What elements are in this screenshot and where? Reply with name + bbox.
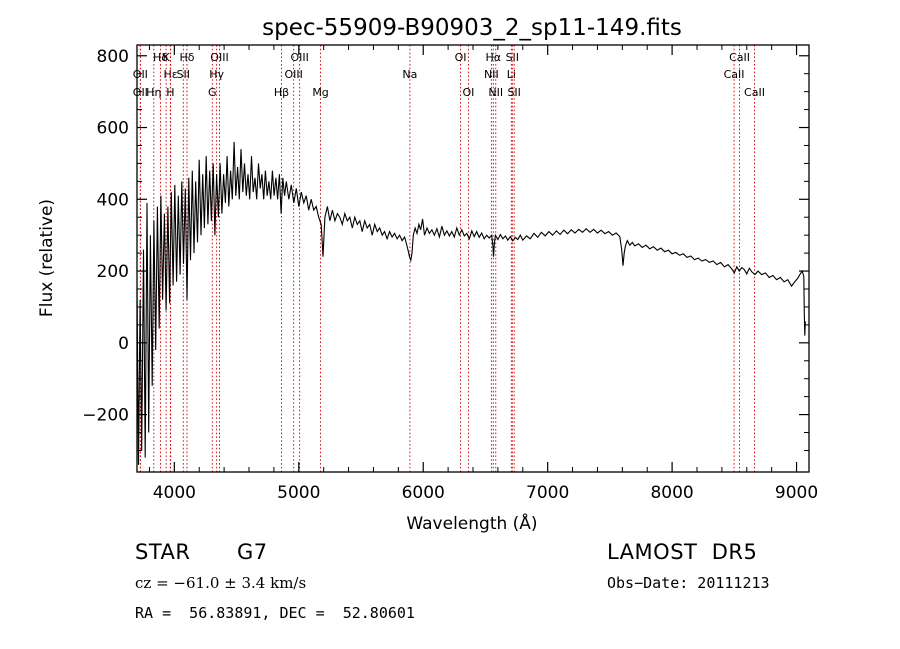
object-class: STAR: [135, 540, 191, 564]
marker-label: NII: [488, 86, 503, 99]
y-tick-label: 0: [118, 334, 129, 354]
y-tick-label: −200: [82, 406, 129, 426]
coordinates: RA = 56.83891, DEC = 52.80601: [135, 604, 415, 622]
marker-label: SII: [507, 86, 520, 99]
y-tick-label: 600: [97, 119, 129, 139]
marker-label: Hδ: [153, 51, 168, 64]
x-tick-label: 4000: [153, 483, 196, 503]
y-axis-label: Flux (relative): [37, 199, 57, 317]
radial-velocity: cz = −61.0 ± 3.4 km/s: [135, 574, 307, 592]
observation-date: Obs−Date: 20111213: [607, 574, 770, 592]
marker-label: NII: [484, 68, 499, 81]
marker-label: OIII: [290, 51, 308, 64]
marker-label: CaII: [744, 86, 765, 99]
marker-label: Na: [402, 68, 417, 81]
marker-label: SII: [177, 68, 190, 81]
spectrum-line: [136, 141, 806, 465]
marker-label: OI: [462, 86, 474, 99]
plot-frame: [136, 44, 810, 473]
marker-label: Hα: [486, 51, 502, 64]
y-tick-label: 200: [97, 262, 129, 282]
x-tick-label: 5000: [277, 483, 320, 503]
marker-label: OI: [455, 51, 467, 64]
marker-label: Li: [507, 68, 516, 81]
x-tick-label: 8000: [650, 483, 693, 503]
y-axis: −200 0 200 400 600 800: [82, 47, 809, 451]
marker-label: CaII: [729, 51, 750, 64]
marker-label: SII: [506, 51, 519, 64]
marker-label: H: [166, 86, 174, 99]
marker-label: Mg: [312, 86, 328, 99]
x-axis: 4000 5000 6000 7000 8000 9000: [148, 45, 818, 503]
marker-label: Hδ: [180, 51, 195, 64]
marker-label: OIII: [284, 68, 302, 81]
marker-label: Hη: [146, 86, 161, 99]
marker-label: OII: [133, 68, 148, 81]
x-tick-label: 9000: [775, 483, 818, 503]
y-tick-label: 800: [97, 47, 129, 67]
x-axis-label: Wavelength (Å): [406, 512, 537, 534]
chart-title: spec-55909-B90903_2_sp11-149.fits: [262, 15, 682, 41]
x-tick-label: 7000: [526, 483, 569, 503]
marker-label: CaII: [724, 68, 745, 81]
marker-label: Hγ: [209, 68, 224, 81]
survey-release: LAMOST DR5: [607, 540, 758, 564]
marker-label: OIII: [210, 51, 228, 64]
marker-label: K: [163, 51, 171, 64]
marker-label: Hε: [163, 68, 177, 81]
y-tick-label: 400: [97, 190, 129, 210]
marker-label: Hβ: [274, 86, 289, 99]
marker-label: G: [208, 86, 217, 99]
object-subclass: G7: [237, 540, 268, 564]
x-tick-label: 6000: [402, 483, 445, 503]
